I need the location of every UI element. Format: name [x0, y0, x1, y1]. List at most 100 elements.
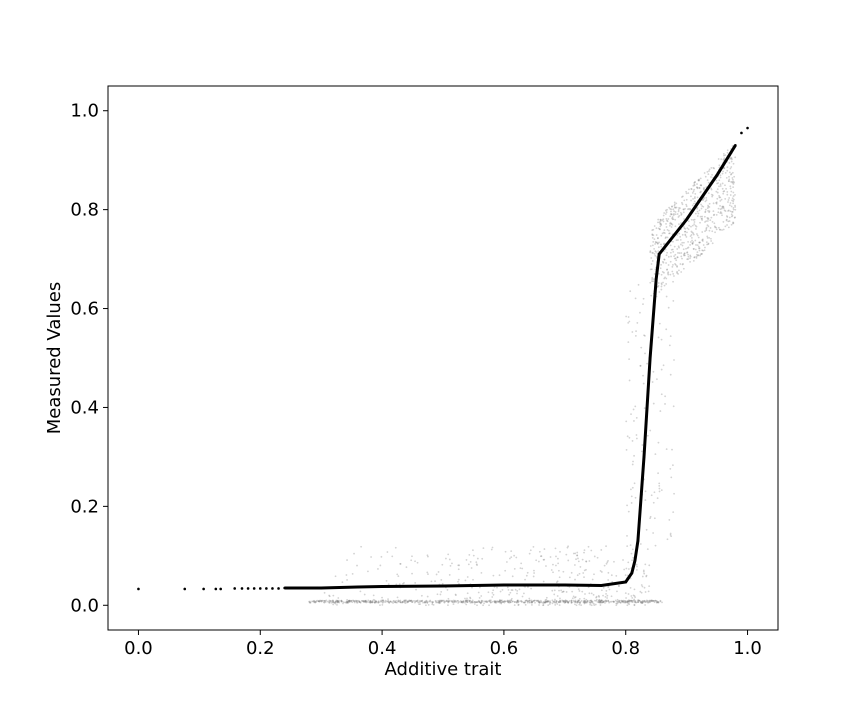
- scatter-point: [651, 599, 653, 602]
- scatter-point: [690, 188, 693, 191]
- scatter-point: [610, 574, 613, 577]
- scatter-point: [399, 599, 402, 602]
- scatter-point: [660, 282, 663, 285]
- scatter-point: [630, 600, 633, 603]
- scatter-point: [379, 564, 382, 567]
- scatter-point: [557, 569, 560, 572]
- scatter-point: [507, 600, 510, 603]
- scatter-point: [683, 199, 686, 202]
- scatter-point: [574, 603, 576, 606]
- scatter-point: [554, 601, 556, 604]
- scatter-point: [673, 206, 676, 209]
- scatter-point: [657, 601, 660, 604]
- scatter-point: [639, 543, 642, 545]
- scatter-point: [367, 599, 370, 602]
- scatter-point: [652, 280, 655, 283]
- scatter-point: [519, 600, 521, 603]
- scatter-point: [607, 586, 609, 588]
- scatter-point: [679, 211, 682, 214]
- scatter-point: [701, 239, 704, 241]
- scatter-point: [656, 241, 658, 244]
- scatter-point: [478, 586, 481, 589]
- scatter-point: [487, 600, 490, 602]
- scatter-point: [435, 573, 438, 576]
- scatter-point: [701, 238, 704, 241]
- scatter-point: [617, 599, 620, 602]
- scatter-point: [727, 199, 730, 201]
- scatter-point: [655, 378, 658, 381]
- scatter-point: [517, 604, 520, 606]
- scatter-point: [694, 212, 697, 215]
- scatter-point: [665, 236, 667, 239]
- scatter-point: [630, 595, 633, 597]
- scatter-point: [728, 197, 731, 199]
- scatter-point: [627, 599, 630, 602]
- scatter-point: [574, 578, 576, 581]
- scatter-point: [714, 226, 717, 229]
- scatter-point: [485, 601, 488, 603]
- scatter-point: [636, 565, 638, 568]
- scatter-point: [347, 601, 350, 604]
- scatter-point: [381, 599, 384, 602]
- scatter-point: [715, 179, 718, 182]
- scatter-point: [723, 157, 726, 160]
- scatter-point: [358, 601, 361, 603]
- scatter-point: [328, 595, 331, 598]
- scatter-point: [637, 599, 640, 602]
- scatter-point: [627, 602, 630, 605]
- scatter-point: [701, 252, 703, 255]
- scatter-point: [727, 209, 730, 212]
- scatter-point: [640, 602, 643, 605]
- scatter-point: [688, 207, 690, 210]
- scatter-point: [426, 600, 428, 603]
- scatter-point: [553, 593, 556, 596]
- scatter-point: [681, 203, 684, 206]
- scatter-point: [604, 595, 607, 598]
- scatter-point: [728, 178, 731, 181]
- scatter-point: [722, 206, 725, 208]
- scatter-point: [332, 601, 334, 604]
- scatter-point: [645, 601, 648, 603]
- scatter-point: [630, 495, 633, 498]
- scatter-point: [627, 600, 630, 603]
- scatter-point: [591, 601, 593, 603]
- scatter-point: [663, 243, 665, 246]
- scatter-point: [517, 601, 520, 604]
- scatter-point: [427, 555, 429, 558]
- scatter-point: [699, 184, 702, 187]
- scatter-point: [465, 599, 467, 602]
- scatter-point: [692, 190, 695, 193]
- scatter-point: [599, 600, 602, 603]
- scatter-point: [345, 601, 348, 603]
- scatter-point: [731, 210, 733, 213]
- scatter-point: [405, 599, 408, 602]
- scatter-point: [509, 591, 512, 594]
- scatter-point: [707, 243, 710, 246]
- scatter-point: [600, 601, 603, 604]
- scatter-point: [597, 601, 600, 603]
- scatter-point: [731, 178, 734, 181]
- scatter-point: [643, 572, 646, 575]
- fit-point: [258, 587, 262, 590]
- scatter-point: [601, 599, 604, 602]
- scatter-point: [443, 600, 445, 603]
- scatter-point: [641, 602, 644, 605]
- scatter-point: [700, 184, 703, 187]
- scatter-point: [495, 600, 498, 603]
- fit-point: [633, 559, 637, 563]
- scatter-point: [669, 221, 672, 224]
- scatter-point: [547, 600, 549, 603]
- scatter-point: [334, 600, 337, 603]
- scatter-point: [480, 599, 483, 602]
- scatter-point: [677, 216, 680, 218]
- scatter-point: [542, 558, 545, 561]
- scatter-point: [719, 185, 722, 187]
- scatter-point: [411, 601, 413, 603]
- scatter-point: [698, 249, 701, 252]
- scatter-point: [570, 601, 573, 604]
- scatter-point: [334, 600, 337, 603]
- scatter-point: [680, 271, 683, 273]
- scatter-point: [708, 210, 711, 213]
- scatter-point: [499, 599, 502, 602]
- scatter-point: [711, 173, 713, 176]
